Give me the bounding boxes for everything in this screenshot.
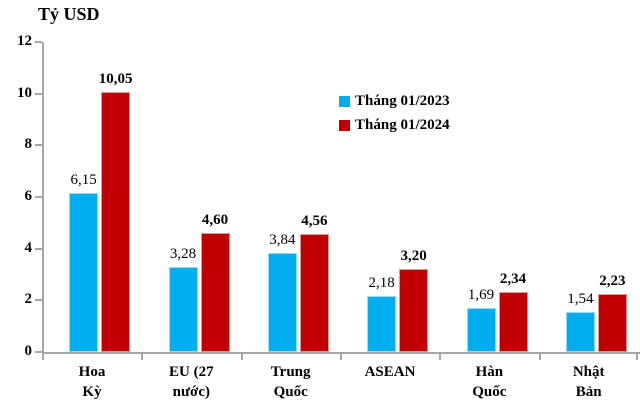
y-tick-mark xyxy=(35,247,42,250)
bar-value-label: 6,15 xyxy=(70,172,97,189)
bar-value-label: 2,23 xyxy=(599,273,626,290)
y-axis-unit-label: Tỷ USD xyxy=(38,4,100,24)
legend-item: Tháng 01/2024 xyxy=(339,116,450,134)
bar-2023-2 xyxy=(168,267,198,352)
y-tick-label: 12 xyxy=(17,33,32,49)
y-tick-label: 6 xyxy=(24,188,33,204)
y-tick-label: 4 xyxy=(24,239,33,256)
y-tick-label: 8 xyxy=(24,136,33,153)
y-tick-label: 0 xyxy=(24,343,33,359)
bar-value-label: 3,28 xyxy=(169,246,197,263)
x-tick-mark xyxy=(538,354,541,360)
bar-2023-4 xyxy=(367,295,397,352)
x-tick-mark xyxy=(636,354,638,360)
bar-2023-5 xyxy=(466,308,496,352)
legend: Tháng 01/2023 Tháng 01/2024 xyxy=(339,92,450,134)
bar-2023-6 xyxy=(565,312,595,352)
bar-2024-2 xyxy=(200,233,230,352)
bar-value-label: 2,18 xyxy=(368,274,395,291)
bar-value-label: 4,60 xyxy=(201,212,229,229)
bar-value-label: 3,20 xyxy=(400,248,427,265)
y-tick-mark xyxy=(35,144,42,147)
category-label-3: Trung Quốc xyxy=(270,364,311,400)
legend-label: Tháng 01/2023 xyxy=(355,93,450,109)
x-tick-mark xyxy=(42,354,44,360)
bar-value-label: 4,56 xyxy=(301,213,328,230)
bar-2023-1 xyxy=(69,193,99,352)
category-label-5: Hàn Quốc xyxy=(472,364,507,400)
y-tick-mark xyxy=(35,351,42,353)
category-label-2: EU (27 nước) xyxy=(169,364,214,400)
y-tick-mark xyxy=(35,92,42,95)
bar-value-label: 2,34 xyxy=(499,270,527,287)
bar-2024-3 xyxy=(299,234,329,352)
category-label-6: Nhật Bản xyxy=(572,364,605,400)
y-tick-mark xyxy=(35,299,42,302)
y-tick-label: 2 xyxy=(24,291,33,308)
x-tick-mark xyxy=(141,354,144,360)
x-tick-mark xyxy=(439,354,442,360)
bar-2024-5 xyxy=(498,291,528,352)
bar-value-label: 1,69 xyxy=(467,287,495,304)
y-tick-mark xyxy=(35,41,42,43)
legend-item: Tháng 01/2023 xyxy=(339,92,450,110)
legend-swatch-icon xyxy=(339,119,350,131)
x-tick-mark xyxy=(240,354,243,360)
bar-value-label: 10,05 xyxy=(98,71,133,88)
y-tick-mark xyxy=(35,196,42,198)
y-tick-label: 10 xyxy=(17,84,32,101)
bar-2023-3 xyxy=(267,252,297,352)
category-label-1: Hoa Kỳ xyxy=(78,364,106,400)
legend-swatch-icon xyxy=(339,95,350,107)
plot-area xyxy=(42,42,640,354)
bar-2024-1 xyxy=(101,92,131,352)
legend-label: Tháng 01/2024 xyxy=(355,117,450,133)
x-tick-mark xyxy=(340,354,342,360)
category-label-4: ASEAN xyxy=(364,364,416,380)
bar-2024-6 xyxy=(597,294,627,352)
bar-value-label: 3,84 xyxy=(269,231,296,248)
bar-value-label: 1,54 xyxy=(567,291,594,308)
bar-2024-4 xyxy=(399,269,429,352)
